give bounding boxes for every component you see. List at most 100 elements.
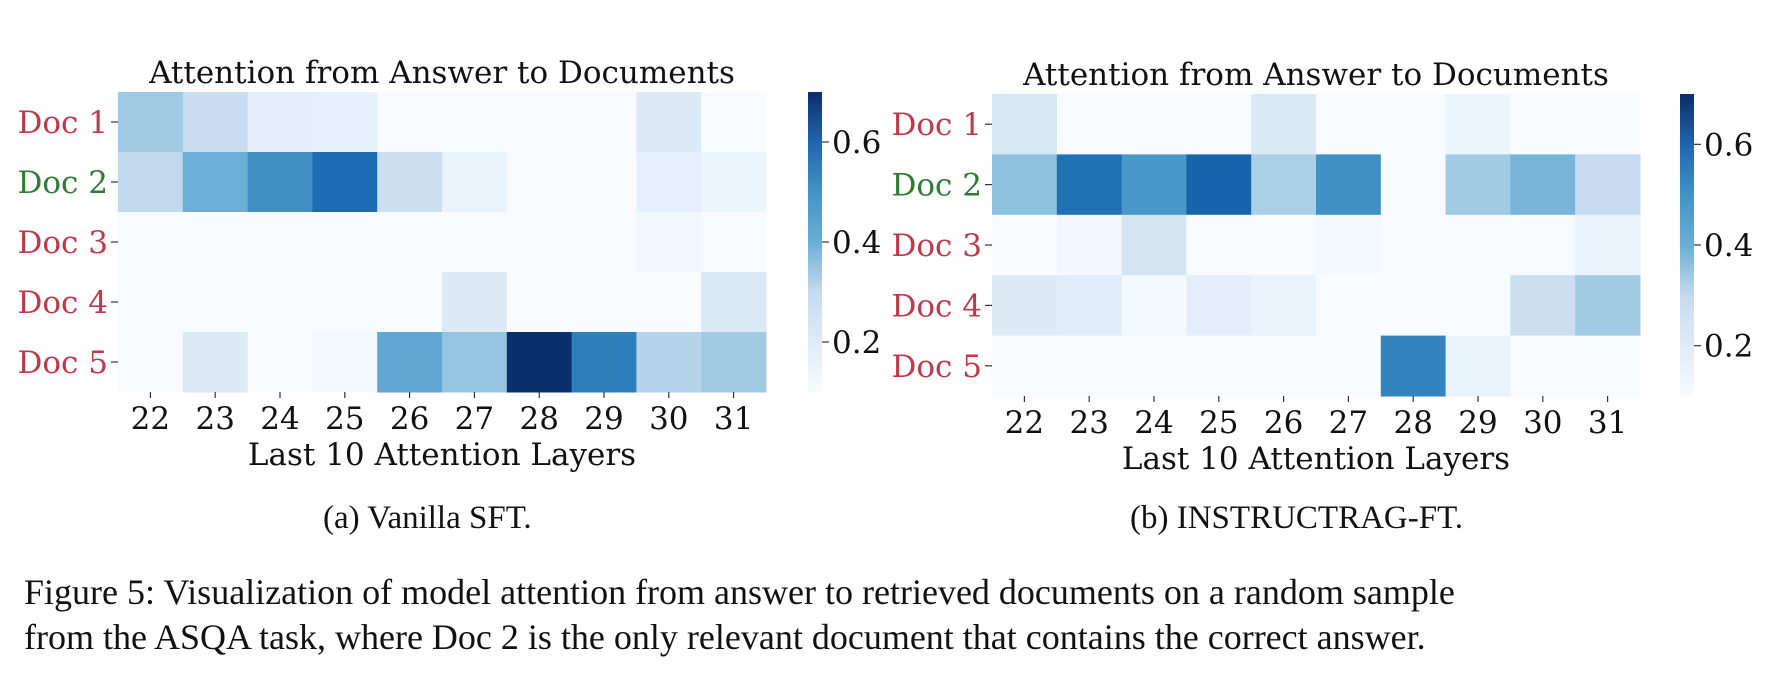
heatmap-cell bbox=[118, 92, 184, 153]
heatmap-cell bbox=[377, 272, 443, 333]
heatmap-cell bbox=[506, 212, 573, 273]
y-tick-label: Doc 1 bbox=[18, 105, 108, 141]
heatmap-cell bbox=[571, 212, 637, 273]
heatmap-cell bbox=[1380, 214, 1447, 276]
heatmap-cell bbox=[1575, 275, 1641, 337]
x-axis-label: Last 10 Attention Layers bbox=[1122, 441, 1510, 477]
colorbar-tick-label: 0.2 bbox=[1704, 329, 1753, 365]
heatmap-cell bbox=[312, 272, 378, 333]
x-tick-label: 26 bbox=[390, 401, 429, 437]
heatmap-panel-b: Attention from Answer to Documents Doc 1 D… bbox=[892, 57, 1754, 477]
heatmap-cell bbox=[442, 92, 508, 153]
heatmap-cell bbox=[1510, 214, 1576, 276]
figure-caption-line-2: from the ASQA task, where Doc 2 is the o… bbox=[24, 617, 1426, 657]
heatmap-cell bbox=[1575, 335, 1641, 397]
heatmap-cell bbox=[312, 332, 378, 393]
chart-title: Attention from Answer to Documents bbox=[148, 55, 735, 91]
heatmap-cell bbox=[442, 212, 508, 273]
heatmap-cell bbox=[506, 272, 573, 333]
heatmap-cell bbox=[118, 332, 184, 393]
x-tick-label: 26 bbox=[1264, 405, 1303, 441]
x-tick-label: 28 bbox=[519, 401, 558, 437]
heatmap-cell bbox=[992, 335, 1058, 397]
colorbar bbox=[1680, 94, 1694, 396]
heatmap-cell bbox=[1251, 154, 1317, 216]
heatmap-cell bbox=[1510, 275, 1576, 337]
colorbar-tick-label: 0.6 bbox=[832, 125, 881, 161]
x-tick-label: 27 bbox=[1329, 405, 1368, 441]
heatmap-cell bbox=[442, 332, 508, 393]
heatmap-cell bbox=[1056, 275, 1123, 337]
heatmap-cell bbox=[1510, 154, 1576, 216]
heatmap-cell bbox=[1510, 94, 1576, 155]
heatmap-cell bbox=[1380, 94, 1447, 155]
x-tick-label: 25 bbox=[325, 401, 364, 437]
heatmap-cell bbox=[1186, 275, 1252, 337]
heatmap-cell bbox=[992, 154, 1058, 216]
x-tick-label: 23 bbox=[195, 401, 234, 437]
heatmap-cell bbox=[1380, 335, 1447, 397]
heatmap-cell bbox=[701, 272, 767, 333]
x-tick-label: 22 bbox=[1005, 405, 1044, 441]
heatmap-cell bbox=[1575, 154, 1641, 216]
heatmap-cell bbox=[1121, 335, 1187, 397]
y-tick-label: Doc 2 bbox=[18, 165, 108, 201]
figure-caption-line-1: Figure 5: Visualization of model attenti… bbox=[24, 572, 1455, 612]
heatmap-cell bbox=[1445, 275, 1511, 337]
heatmap-cell bbox=[1251, 335, 1317, 397]
x-tick-label: 31 bbox=[714, 401, 753, 437]
x-axis-label: Last 10 Attention Layers bbox=[248, 437, 636, 473]
heatmap-cell bbox=[1121, 275, 1187, 337]
heatmap-cell bbox=[1575, 214, 1641, 276]
colorbar-tick-label: 0.2 bbox=[832, 325, 881, 361]
heatmap-cell bbox=[992, 94, 1058, 155]
heatmap-cell bbox=[118, 152, 184, 213]
x-tick-label: 24 bbox=[260, 401, 299, 437]
heatmap-cell bbox=[506, 152, 573, 213]
heatmap-cell bbox=[118, 212, 184, 273]
heatmap-cell bbox=[1380, 154, 1447, 216]
subcaption-b-prefix: (b) bbox=[1130, 500, 1177, 536]
heatmap-cell bbox=[312, 92, 378, 153]
heatmap-cell bbox=[247, 272, 313, 333]
heatmap-cell bbox=[1316, 214, 1382, 276]
subcaption-b-rest: RAG-FT. bbox=[1338, 500, 1464, 536]
x-tick-label: 25 bbox=[1199, 405, 1238, 441]
heatmap-cell bbox=[992, 214, 1058, 276]
colorbar-tick-label: 0.4 bbox=[832, 225, 881, 261]
heatmap-panel-a: Attention from Answer to Documents Doc 1 D… bbox=[18, 55, 882, 473]
heatmap-cell bbox=[701, 212, 767, 273]
heatmap-cell bbox=[247, 92, 313, 153]
colorbar-tick-label: 0.4 bbox=[1704, 228, 1753, 264]
heatmap-cell bbox=[1380, 275, 1447, 337]
heatmap-cell bbox=[182, 272, 249, 333]
heatmap-cell bbox=[1186, 335, 1252, 397]
heatmap-cell bbox=[506, 332, 573, 393]
heatmap-cell bbox=[571, 152, 637, 213]
heatmap-cell bbox=[1445, 214, 1511, 276]
subcaption-b-smallcaps: INSTRUCT bbox=[1176, 500, 1339, 536]
heatmap-cell bbox=[506, 92, 573, 153]
heatmap-cell bbox=[182, 332, 249, 393]
heatmap-cell bbox=[1186, 94, 1252, 155]
heatmap-cell bbox=[636, 152, 702, 213]
heatmap-cell bbox=[1510, 335, 1576, 397]
heatmap-cell bbox=[571, 92, 637, 153]
heatmap-cell bbox=[1316, 154, 1382, 216]
heatmap-cell bbox=[701, 332, 767, 393]
heatmap-cell bbox=[1316, 335, 1382, 397]
heatmap-cell bbox=[992, 275, 1058, 337]
x-tick-label: 23 bbox=[1069, 405, 1108, 441]
heatmap-cell bbox=[182, 212, 249, 273]
y-tick-label: Doc 4 bbox=[18, 285, 108, 321]
heatmap-cell bbox=[571, 272, 637, 333]
x-tick-label: 31 bbox=[1588, 405, 1627, 441]
y-tick-label: Doc 1 bbox=[892, 107, 982, 143]
heatmap-cell bbox=[1445, 335, 1511, 397]
heatmap-cell bbox=[701, 152, 767, 213]
heatmap-cell bbox=[442, 152, 508, 213]
heatmap-cell bbox=[1251, 275, 1317, 337]
heatmap-cell bbox=[312, 152, 378, 213]
heatmap-cell bbox=[1445, 94, 1511, 155]
